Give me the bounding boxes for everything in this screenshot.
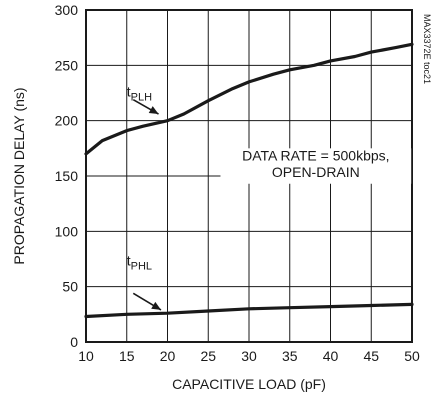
- y-tick-label: 50: [62, 279, 78, 295]
- series-label-tphl: tPHL: [127, 253, 152, 273]
- label-arrowhead-tplh: [148, 106, 159, 115]
- x-tick-label: 10: [78, 348, 94, 364]
- annotation-line-2: OPEN-DRAIN: [272, 164, 360, 180]
- y-tick-label: 0: [70, 334, 78, 350]
- y-tick-label: 150: [55, 168, 79, 184]
- x-tick-label: 25: [200, 348, 216, 364]
- y-axis-label: PROPAGATION DELAY (ns): [11, 87, 27, 264]
- y-tick-label: 250: [55, 57, 79, 73]
- label-arrowhead-tphl: [151, 301, 161, 310]
- y-tick-label: 200: [55, 113, 79, 129]
- figure-id-label: MAX3372E toc21: [422, 14, 432, 84]
- x-tick-label: 15: [119, 348, 135, 364]
- x-tick-label: 40: [323, 348, 339, 364]
- x-tick-label: 35: [282, 348, 298, 364]
- y-tick-labels: 0 50 100 150 200 250 300: [55, 2, 79, 350]
- x-axis-label: CAPACITIVE LOAD (pF): [172, 376, 326, 392]
- y-tick-label: 100: [55, 223, 79, 239]
- x-tick-label: 45: [363, 348, 379, 364]
- annotation-background: [220, 148, 412, 184]
- y-tick-label: 300: [55, 2, 79, 18]
- x-tick-label: 20: [160, 348, 176, 364]
- x-tick-label: 30: [241, 348, 257, 364]
- x-tick-labels: 10 15 20 25 30 35 40 45 50: [78, 348, 420, 364]
- series-line-tplh: [84, 42, 414, 156]
- x-tick-label: 50: [404, 348, 420, 364]
- series-labels: tPLH tPHL: [127, 83, 162, 311]
- series-label-tplh: tPLH: [127, 83, 152, 103]
- series-line-tphl: [84, 302, 414, 319]
- annotation-line-1: DATA RATE = 500kbps,: [242, 148, 389, 164]
- series-lines: [84, 42, 414, 319]
- plot-frame: [85, 9, 413, 343]
